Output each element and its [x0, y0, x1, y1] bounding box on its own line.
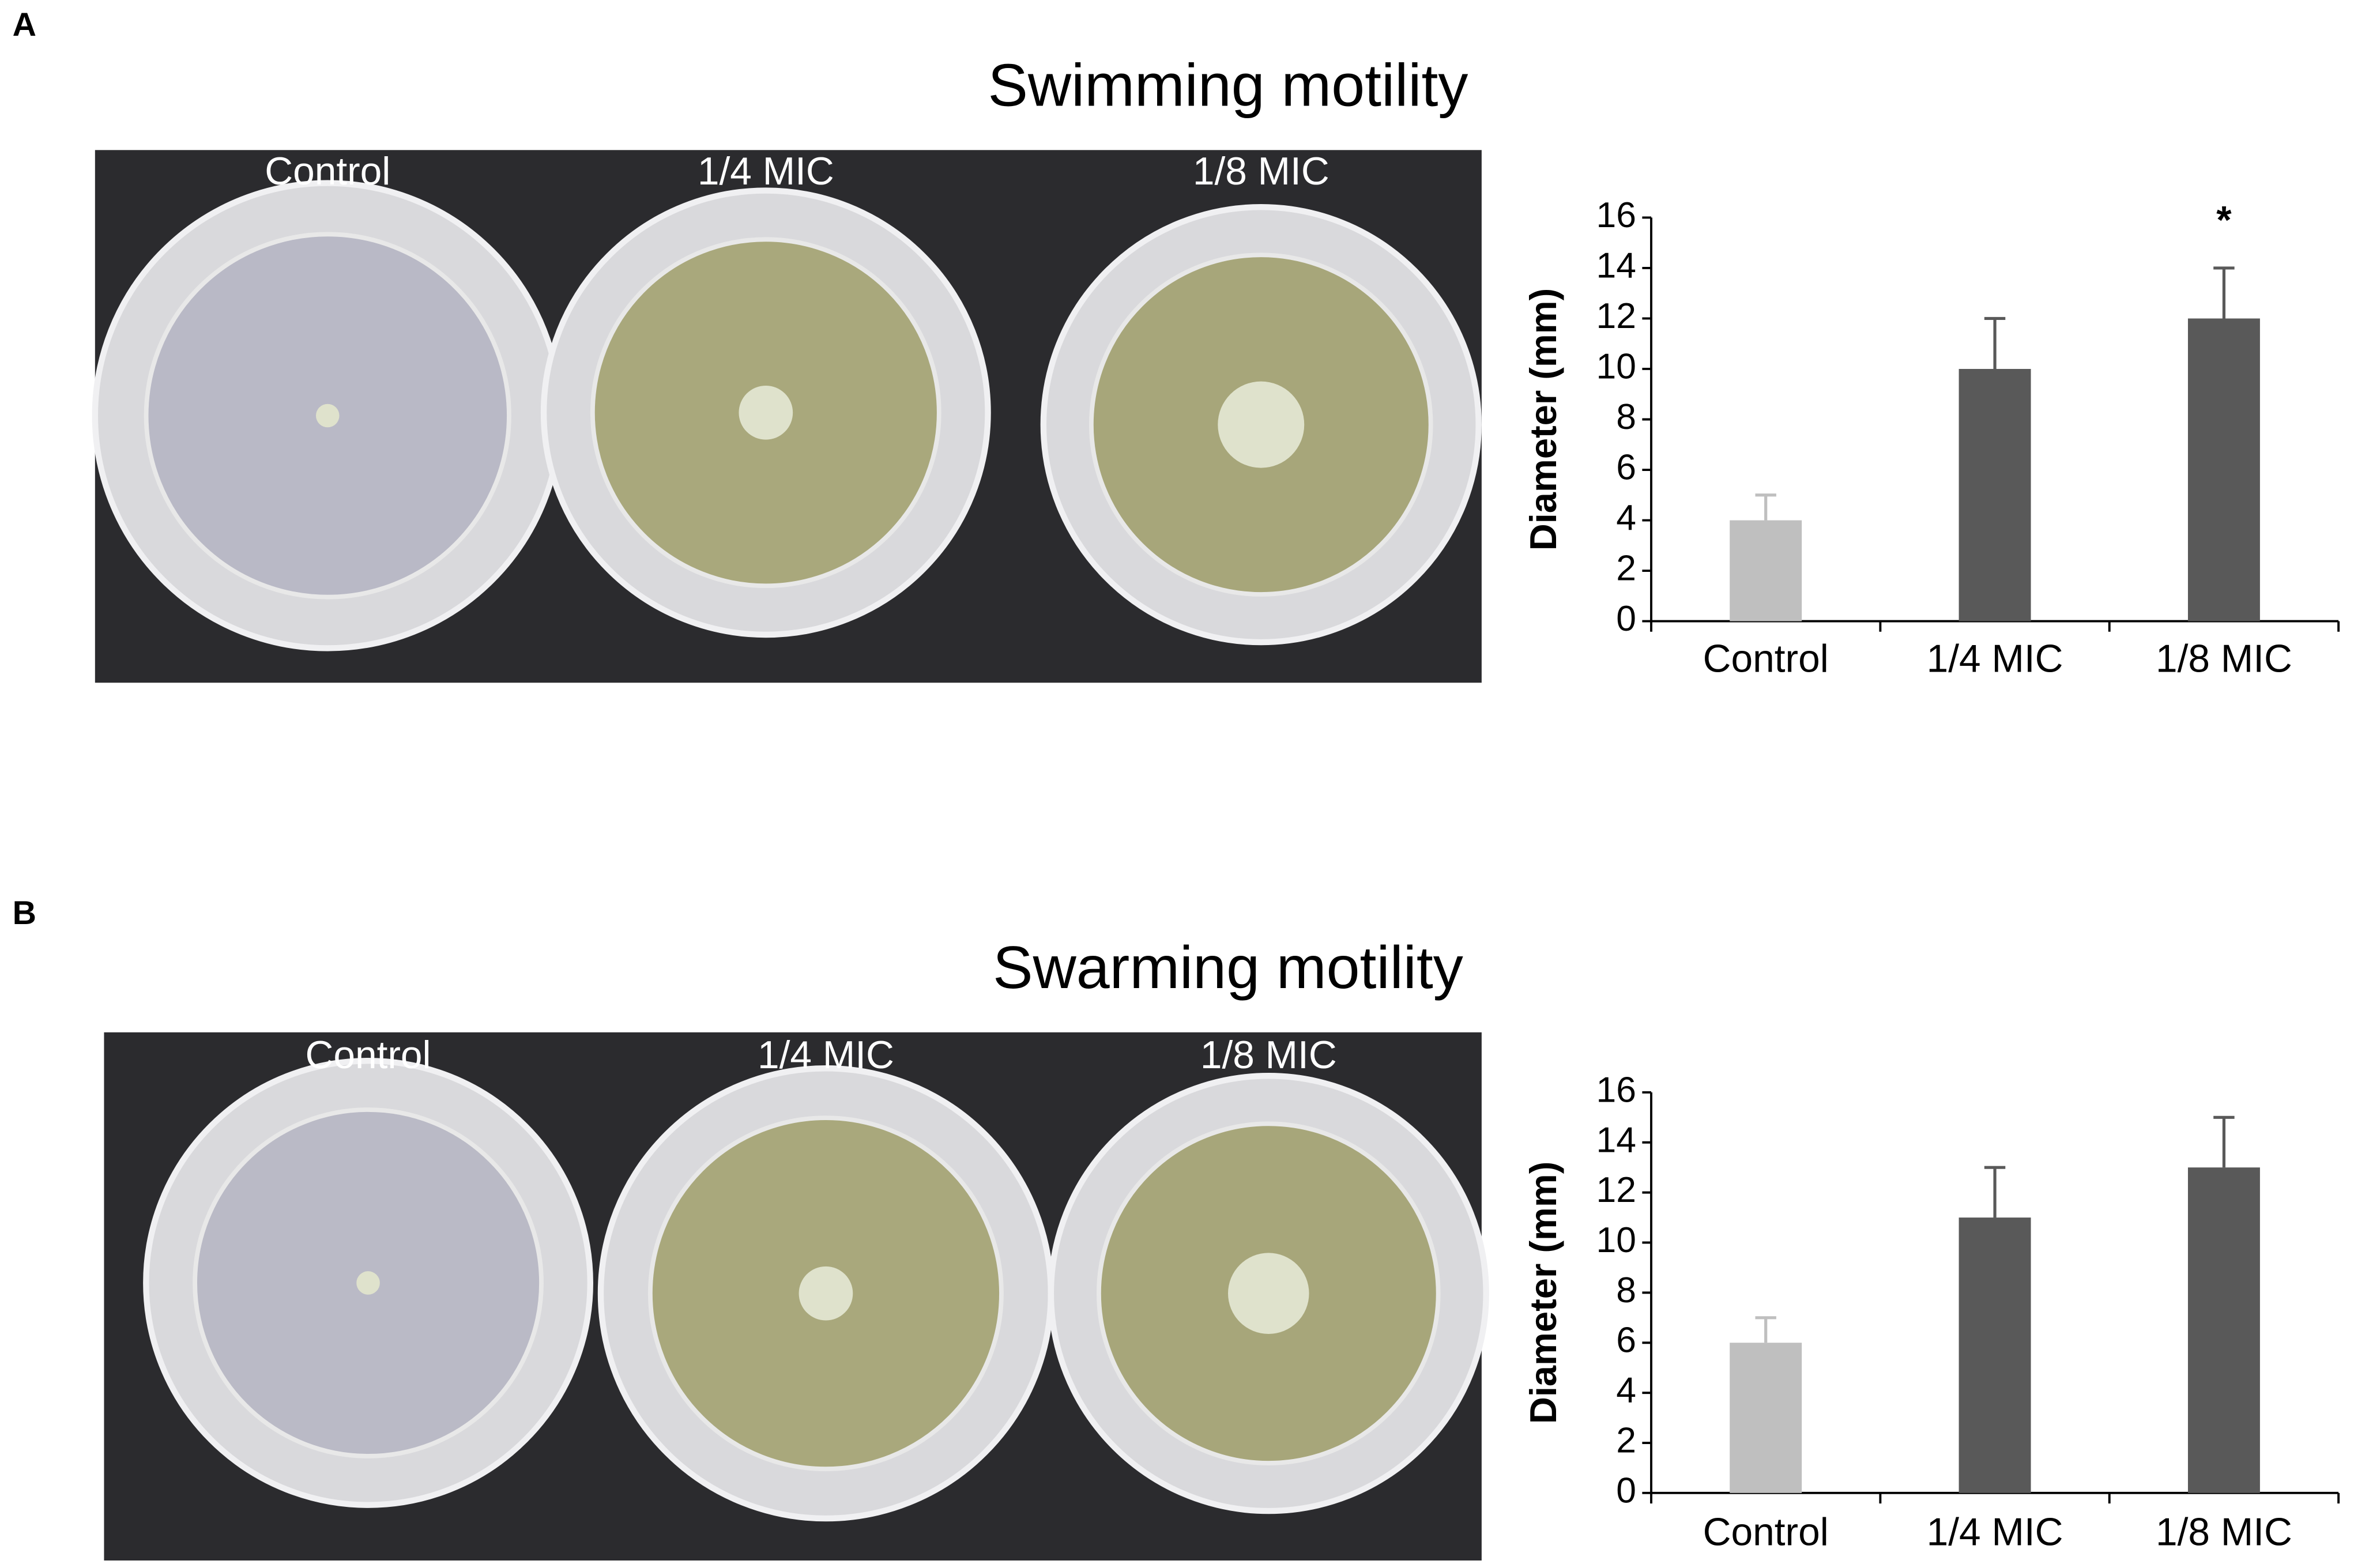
bar — [2187, 318, 2260, 621]
bar — [1730, 1343, 1802, 1493]
colony — [799, 1266, 853, 1321]
photo-label: 1/8 MIC — [1193, 150, 1329, 193]
significance-marker: * — [2216, 199, 2232, 242]
y-tick-label: 16 — [1596, 195, 1636, 235]
y-tick-label: 14 — [1596, 245, 1636, 285]
y-axis-label: Diameter (mm) — [1522, 288, 1564, 551]
colony — [356, 1271, 380, 1295]
y-tick-label: 0 — [1616, 1470, 1636, 1510]
panel-label: A — [13, 6, 36, 43]
photo-label: 1/4 MIC — [698, 150, 834, 193]
y-tick-label: 10 — [1596, 346, 1636, 386]
y-tick-label: 8 — [1616, 1270, 1636, 1310]
colony — [1227, 1253, 1309, 1334]
photo-label: 1/4 MIC — [758, 1034, 894, 1077]
y-tick-label: 6 — [1616, 447, 1636, 488]
panel-title: Swarming motility — [993, 934, 1463, 1001]
panel-title: Swimming motility — [988, 52, 1468, 119]
x-tick-label: 1/8 MIC — [2156, 638, 2292, 681]
x-tick-label: Control — [1703, 638, 1829, 681]
colony — [315, 404, 340, 428]
bar — [2187, 1167, 2260, 1493]
colony — [739, 385, 793, 440]
y-tick-label: 0 — [1616, 598, 1636, 639]
y-tick-label: 6 — [1616, 1320, 1636, 1360]
panel-label: B — [13, 895, 36, 932]
y-axis-label: Diameter (mm) — [1522, 1162, 1564, 1424]
y-tick-label: 8 — [1616, 397, 1636, 437]
y-tick-label: 2 — [1616, 1420, 1636, 1460]
x-tick-label: 1/8 MIC — [2156, 1511, 2292, 1554]
photo-label: Control — [305, 1034, 431, 1077]
y-tick-label: 10 — [1596, 1220, 1636, 1260]
photo-label: Control — [265, 150, 390, 193]
x-tick-label: 1/4 MIC — [1927, 1511, 2063, 1554]
x-tick-label: Control — [1703, 1511, 1829, 1554]
y-tick-label: 12 — [1596, 296, 1636, 336]
y-tick-label: 4 — [1616, 497, 1636, 538]
y-tick-label: 12 — [1596, 1170, 1636, 1210]
y-tick-label: 2 — [1616, 548, 1636, 589]
y-tick-label: 4 — [1616, 1370, 1636, 1411]
photo-label: 1/8 MIC — [1200, 1034, 1337, 1077]
y-tick-label: 16 — [1596, 1069, 1636, 1110]
y-tick-label: 14 — [1596, 1120, 1636, 1160]
bar — [1958, 1218, 2031, 1493]
colony — [1218, 381, 1305, 468]
x-tick-label: 1/4 MIC — [1927, 638, 2063, 681]
bar — [1730, 520, 1802, 621]
bar — [1958, 368, 2031, 621]
